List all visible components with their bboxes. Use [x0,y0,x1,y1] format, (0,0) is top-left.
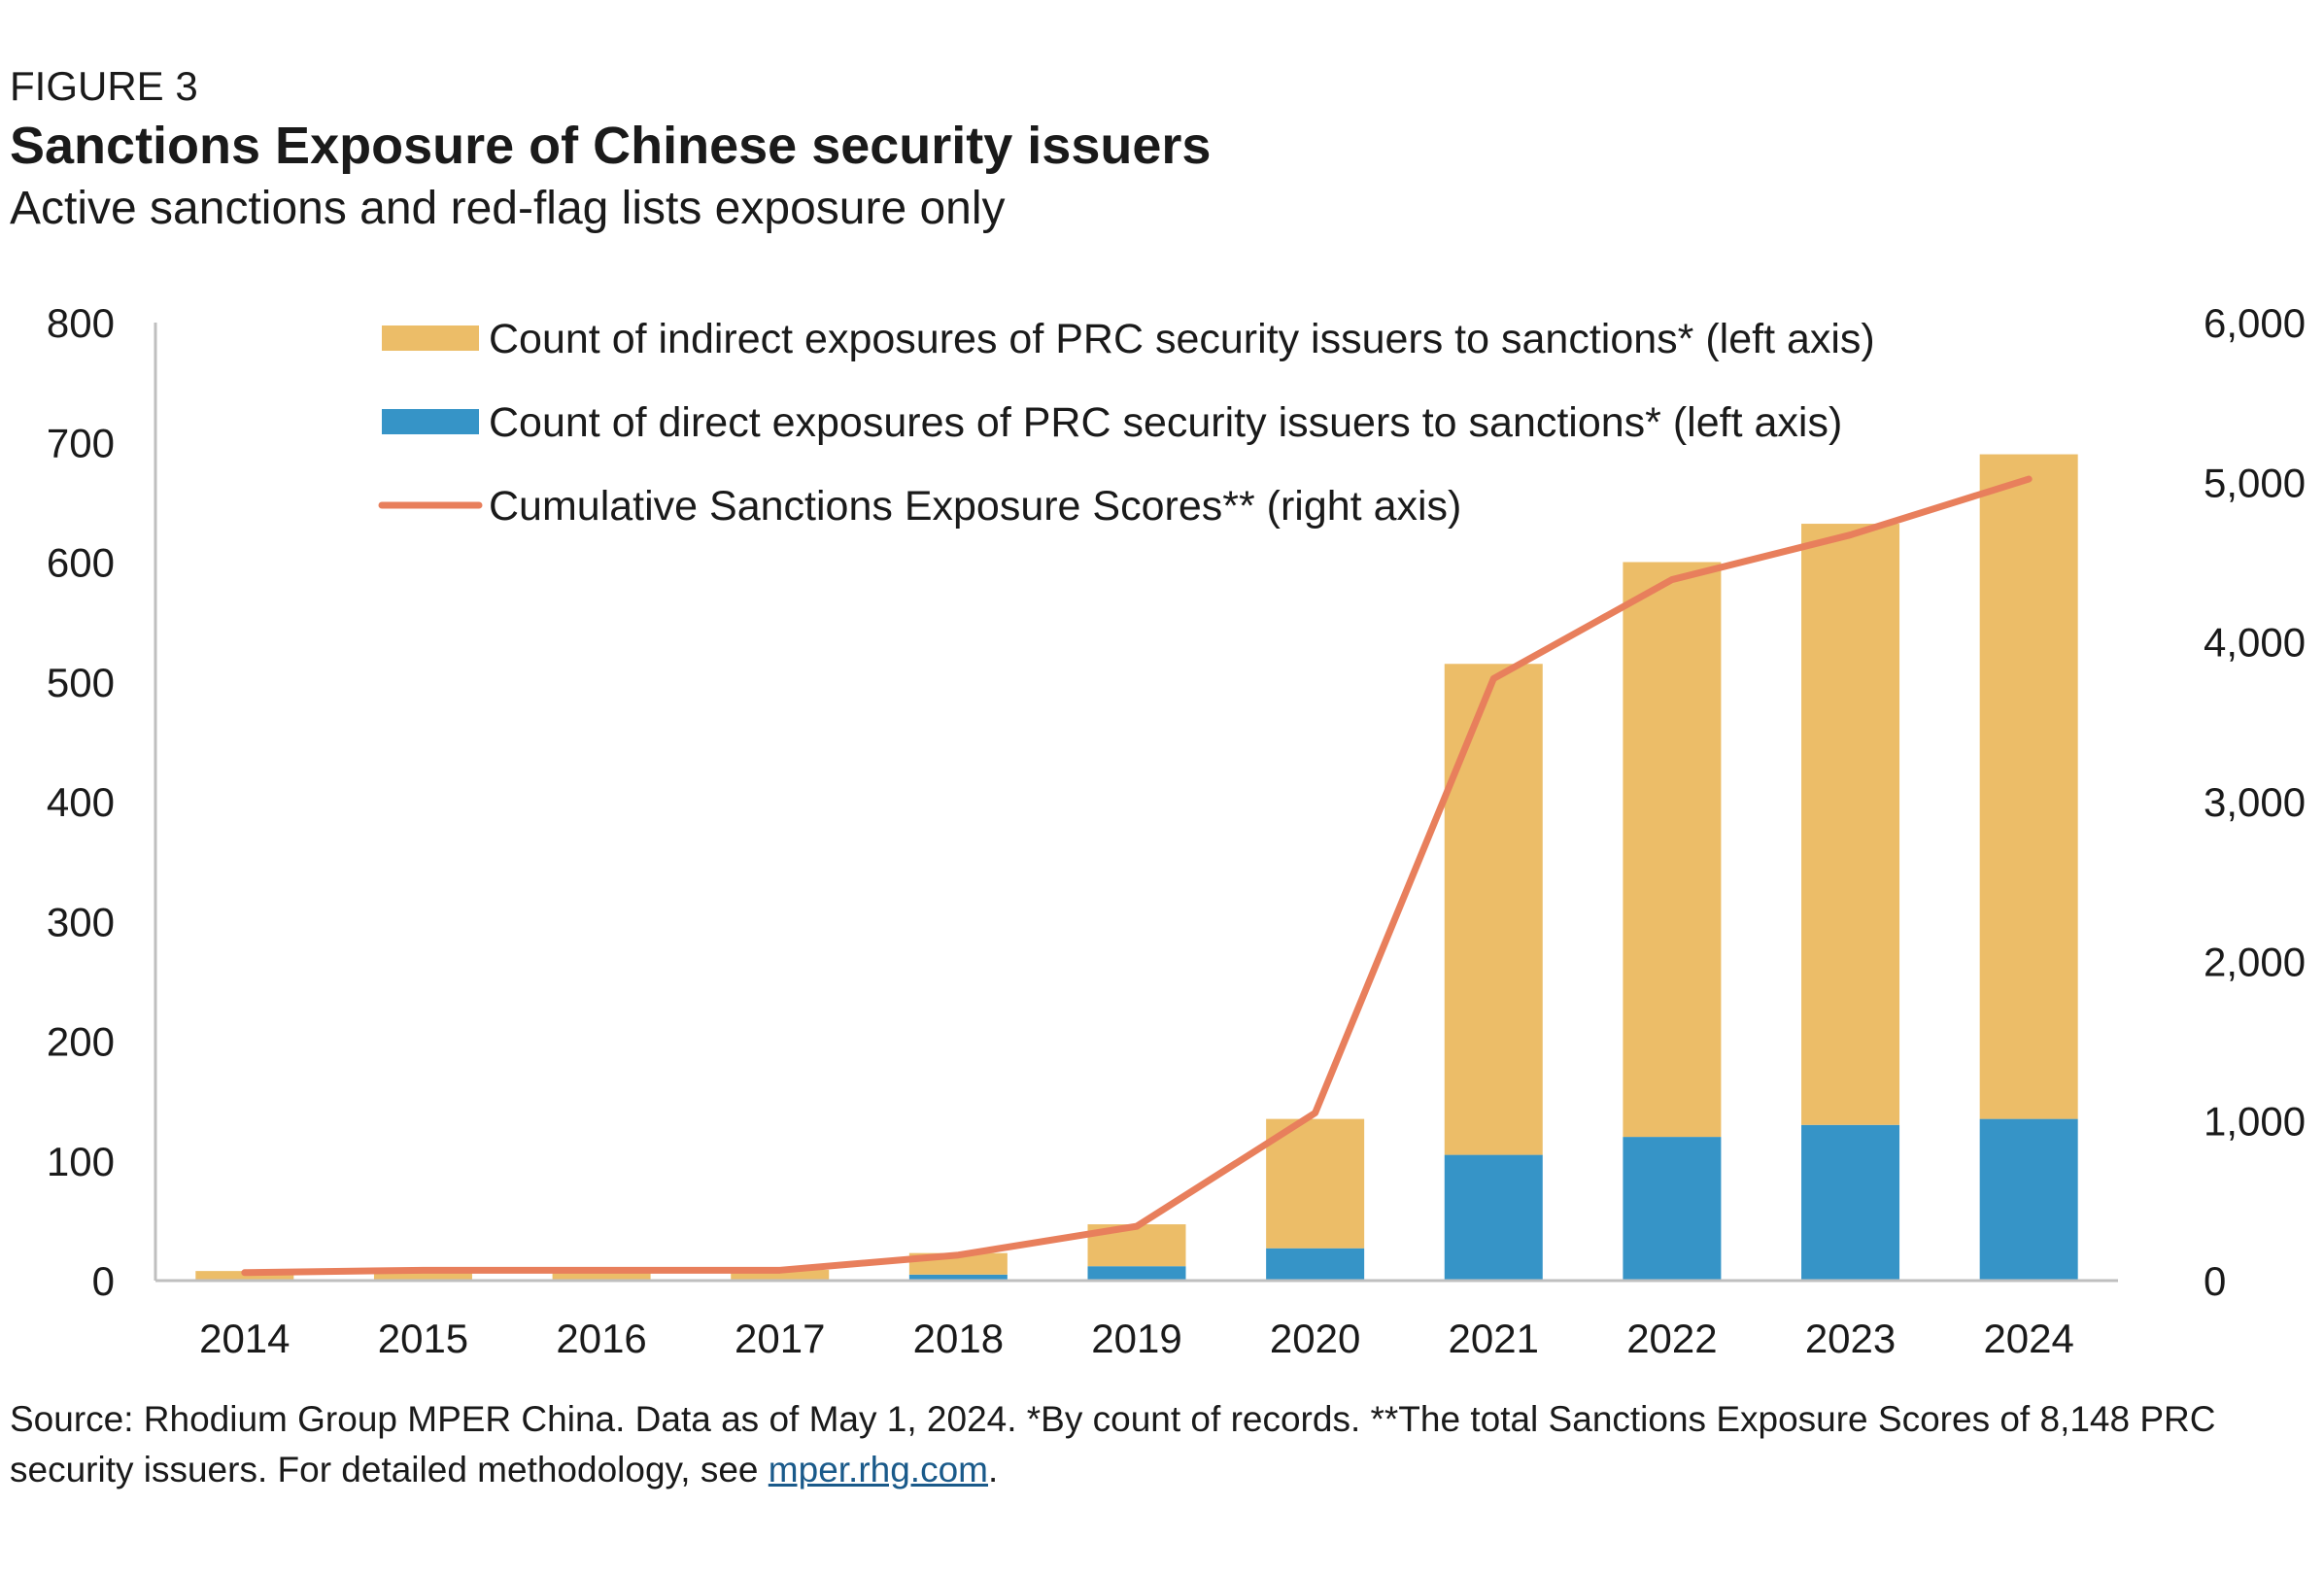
left-tick-label: 100 [47,1139,115,1184]
left-tick-label: 300 [47,899,115,944]
indirect-bar-2016 [552,1269,651,1281]
x-tick-label-2023: 2023 [1805,1316,1896,1361]
indirect-bar-2017 [731,1269,830,1281]
chart-canvas: 0 100 200 300 400 500 600 700 800 0 1,000 2,000 3,0… [47,300,2306,1361]
chart-subtitle: Active sanctions and red-flag lists expo… [10,183,1006,234]
left-tick-label: 700 [47,420,115,465]
right-tick-label: 4,000 [2204,620,2306,666]
legend-swatch-bar [382,409,479,434]
x-tick-label-2020: 2020 [1270,1316,1360,1361]
chart-title: Sanctions Exposure of Chinese security i… [10,117,1212,175]
right-tick-label: 3,000 [2204,779,2306,825]
direct-bar-2022 [1623,1137,1722,1281]
x-tick-label-2018: 2018 [913,1316,1004,1361]
source-text: Source: Rhodium Group MPER China. Data a… [10,1399,2216,1489]
right-axis-ticks: 0 1,000 2,000 3,000 4,000 5,000 6,000 [2204,300,2306,1304]
indirect-bar-2020 [1266,1118,1365,1249]
left-tick-label: 200 [47,1019,115,1065]
left-axis-ticks: 0 100 200 300 400 500 600 700 800 [47,300,115,1304]
legend-swatch-bar [382,325,479,351]
direct-bar-2021 [1444,1154,1543,1281]
right-tick-label: 1,000 [2204,1099,2306,1145]
x-tick-label-2017: 2017 [735,1316,825,1361]
x-tick-label-2021: 2021 [1449,1316,1539,1361]
indirect-bars [195,454,2078,1281]
right-tick-label: 2,000 [2204,939,2306,984]
direct-bar-2018 [908,1274,1008,1281]
legend-label: Cumulative Sanctions Exposure Scores** (… [489,483,1461,530]
legend-label: Count of direct exposures of PRC securit… [489,399,1842,446]
right-tick-label: 0 [2204,1258,2226,1304]
legend-label: Count of indirect exposures of PRC secur… [489,316,1875,362]
legend: Count of indirect exposures of PRC secur… [378,316,1875,530]
indirect-bar-2023 [1801,524,1900,1125]
direct-bars [908,1118,2078,1281]
left-tick-label: 0 [92,1258,115,1304]
indirect-bar-2021 [1444,664,1543,1155]
methodology-link[interactable]: mper.rhg.com [768,1450,988,1489]
right-tick-label: 5,000 [2204,460,2306,505]
cumulative-score-line [241,475,2033,1277]
x-tick-label-2014: 2014 [199,1316,290,1361]
indirect-bar-2024 [1979,454,2078,1119]
x-axis-ticks: 2014 2015 2016 2017 2018 2019 2020 2021 2022 2023… [199,1316,2074,1361]
left-tick-label: 800 [47,300,115,346]
right-tick-label: 6,000 [2204,300,2306,346]
x-tick-label-2024: 2024 [1983,1316,2073,1361]
direct-bar-2020 [1266,1248,1365,1281]
x-tick-label-2016: 2016 [556,1316,646,1361]
source-trailing: . [988,1450,999,1489]
indirect-bar-2022 [1623,562,1722,1138]
direct-bar-2023 [1801,1124,1900,1281]
left-tick-label: 400 [47,779,115,825]
source-note: Source: Rhodium Group MPER China. Data a… [10,1394,2322,1495]
x-tick-label-2015: 2015 [378,1316,468,1361]
direct-bar-2024 [1979,1118,2078,1281]
direct-bar-2019 [1087,1266,1186,1281]
left-tick-label: 600 [47,540,115,586]
x-tick-label-2022: 2022 [1626,1316,1717,1361]
figure-label: FIGURE 3 [10,63,198,109]
left-tick-label: 500 [47,660,115,705]
indirect-bar-2015 [373,1269,472,1281]
x-tick-label-2019: 2019 [1091,1316,1181,1361]
